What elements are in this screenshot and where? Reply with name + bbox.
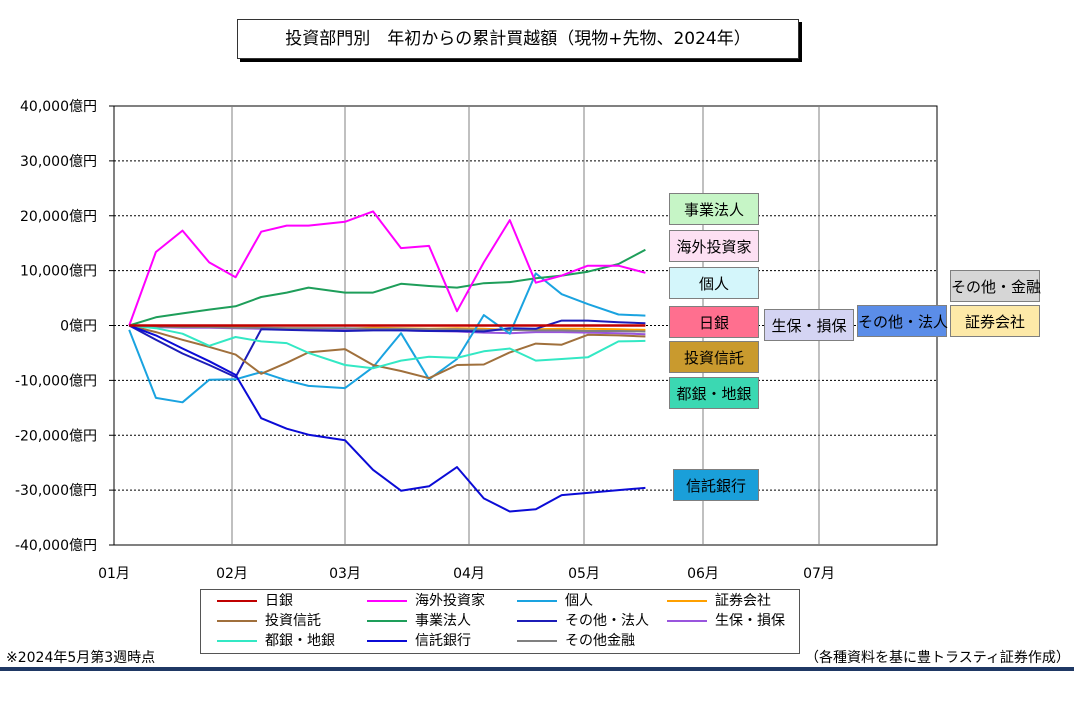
callout-foreign-investors: 海外投資家 <box>669 230 759 262</box>
legend-swatch <box>217 640 257 642</box>
x-tick-label: 06月 <box>687 566 719 582</box>
legend-label: 都銀・地銀 <box>265 633 335 649</box>
callout-securities-firms: 証券会社 <box>950 305 1040 337</box>
legend-swatch <box>517 620 557 622</box>
legend-swatch <box>367 640 407 642</box>
y-tick-label: -30,000億円 <box>15 483 97 499</box>
series-line-4 <box>128 324 646 380</box>
series-line-6 <box>128 319 646 379</box>
series-line-8 <box>129 324 646 370</box>
legend-item-city-regional-banks: 都銀・地銀 <box>217 631 335 651</box>
legend-label: 海外投資家 <box>415 593 485 609</box>
y-tick-label: 20,000億円 <box>20 209 97 225</box>
legend-item-other-financial: その他金融 <box>517 631 635 651</box>
chart-title: 投資部門別 年初からの累計買越額（現物+先物、2024年） <box>237 19 799 59</box>
legend-swatch <box>217 620 257 622</box>
series-line-2 <box>128 272 646 404</box>
legend-item-foreign-investors: 海外投資家 <box>367 591 485 611</box>
callout-city-regional-banks: 都銀・地銀 <box>669 377 759 409</box>
x-tick-label: 07月 <box>803 566 835 582</box>
callout-investment-trusts: 投資信託 <box>669 341 759 373</box>
legend-label: 事業法人 <box>415 613 471 629</box>
callout-trust-banks: 信託銀行 <box>673 469 759 501</box>
bottom-bar <box>0 667 1074 671</box>
legend-swatch <box>217 600 257 602</box>
legend: 日銀 海外投資家 個人 証券会社 投資信託 事業法人 その他・法人 生保・損保 … <box>200 589 800 654</box>
y-tick-label: -20,000億円 <box>15 428 97 444</box>
legend-label: 証券会社 <box>715 593 771 609</box>
footnote-source: （各種資料を基に豊トラスティ証券作成） <box>805 650 1070 666</box>
legend-swatch <box>517 600 557 602</box>
legend-label: 投資信託 <box>265 613 321 629</box>
legend-label: 日銀 <box>265 593 293 609</box>
legend-label: その他金融 <box>565 633 635 649</box>
x-tick-label: 03月 <box>329 566 361 582</box>
y-tick-label: 40,000億円 <box>20 99 97 115</box>
callout-business-corporations: 事業法人 <box>669 193 759 225</box>
y-tick-label: -40,000億円 <box>15 538 97 554</box>
x-tick-label: 05月 <box>568 566 600 582</box>
callout-other-corporations: その他・法人 <box>857 305 948 337</box>
legend-swatch <box>367 600 407 602</box>
callout-other-financial: その他・金融 <box>950 270 1041 302</box>
legend-item-trust-banks: 信託銀行 <box>367 631 471 651</box>
legend-swatch <box>667 600 707 602</box>
y-tick-label: 30,000億円 <box>20 154 97 170</box>
legend-swatch <box>367 620 407 622</box>
legend-label: 個人 <box>565 593 593 609</box>
legend-item-individuals: 個人 <box>517 591 593 611</box>
legend-label: その他・法人 <box>565 613 649 629</box>
x-tick-label: 04月 <box>453 566 485 582</box>
legend-swatch <box>667 620 707 622</box>
legend-item-business-corporations: 事業法人 <box>367 611 471 631</box>
callout-insurance: 生保・損保 <box>764 309 854 341</box>
x-tick-label: 01月 <box>98 566 130 582</box>
y-tick-label: -10,000億円 <box>15 373 97 389</box>
footnote-date: ※2024年5月第3週時点 <box>6 650 156 666</box>
legend-item-insurance: 生保・損保 <box>667 611 785 631</box>
legend-swatch <box>517 640 557 642</box>
y-tick-label: 10,000億円 <box>20 264 97 280</box>
legend-item-investment-trusts: 投資信託 <box>217 611 321 631</box>
legend-label: 生保・損保 <box>715 613 785 629</box>
series-line-5 <box>128 248 646 327</box>
legend-item-securities-firms: 証券会社 <box>667 591 771 611</box>
callout-individuals: 個人 <box>669 267 759 299</box>
legend-label: 信託銀行 <box>415 633 471 649</box>
y-tick-label: 0億円 <box>60 319 97 335</box>
series-line-1 <box>128 210 646 326</box>
legend-item-boj: 日銀 <box>217 591 293 611</box>
series-line-10 <box>129 324 646 333</box>
x-tick-label: 02月 <box>216 566 248 582</box>
series-line-9 <box>128 324 646 513</box>
legend-item-other-corporations: その他・法人 <box>517 611 649 631</box>
callout-boj: 日銀 <box>669 306 759 338</box>
